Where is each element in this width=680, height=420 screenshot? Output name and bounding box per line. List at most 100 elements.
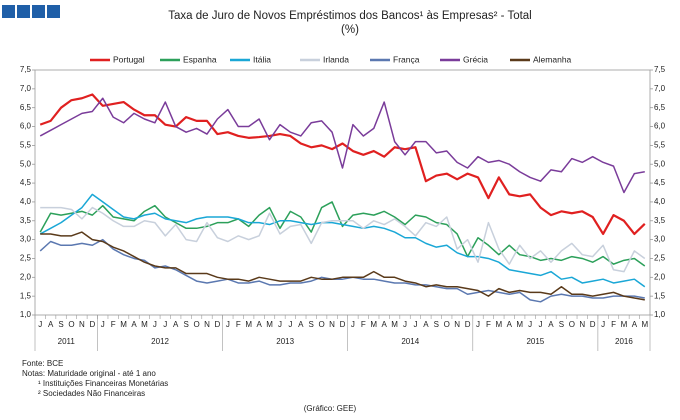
- x-tick-label: A: [131, 320, 137, 329]
- y2-tick-label: 4,5: [654, 178, 666, 187]
- y2-tick-label: 1,5: [654, 291, 666, 300]
- x-tick-label: F: [361, 320, 366, 329]
- x-tick-label: M: [391, 320, 398, 329]
- legend-label: Alemanha: [533, 54, 572, 64]
- y2-tick-label: 7,5: [654, 65, 666, 74]
- credit: (Gráfico: GEE): [304, 404, 357, 413]
- x-tick-label: J: [288, 320, 292, 329]
- series-line: [39, 201, 646, 267]
- x-tick-label: D: [340, 320, 346, 329]
- legend-label: Espanha: [183, 54, 217, 64]
- x-tick-label: D: [590, 320, 596, 329]
- x-tick-label: A: [507, 320, 513, 329]
- x-tick-label: A: [256, 320, 262, 329]
- y-tick-label: 6,0: [20, 122, 32, 131]
- x-tick-label: S: [183, 320, 188, 329]
- series-line: [39, 193, 646, 288]
- y2-tick-label: 2,5: [654, 254, 666, 263]
- x-tick-label: N: [204, 320, 210, 329]
- y2-tick-label: 3,5: [654, 216, 666, 225]
- legend-label: Itália: [253, 54, 271, 64]
- y-tick-label: 2,0: [20, 272, 32, 281]
- x-tick-label: M: [516, 320, 523, 329]
- year-label: 2014: [401, 337, 419, 346]
- x-tick-label: D: [465, 320, 471, 329]
- x-tick-label: A: [298, 320, 304, 329]
- x-tick-label: F: [486, 320, 491, 329]
- legend-label: Irlanda: [323, 54, 349, 64]
- x-tick-label: J: [528, 320, 532, 329]
- y2-tick-label: 6,5: [654, 103, 666, 112]
- x-tick-label: M: [496, 320, 503, 329]
- legend-label: Grécia: [463, 54, 488, 64]
- x-tick-label: F: [236, 320, 241, 329]
- y-tick-label: 6,5: [20, 103, 32, 112]
- x-tick-label: O: [68, 320, 74, 329]
- x-tick-label: J: [278, 320, 282, 329]
- x-tick-label: A: [173, 320, 179, 329]
- y2-tick-label: 5,5: [654, 140, 666, 149]
- y-tick-label: 7,0: [20, 84, 32, 93]
- x-tick-label: J: [539, 320, 543, 329]
- x-tick-label: M: [641, 320, 648, 329]
- x-tick-label: J: [101, 320, 105, 329]
- y-tick-label: 5,5: [20, 140, 32, 149]
- x-tick-label: M: [245, 320, 252, 329]
- x-tick-label: O: [319, 320, 325, 329]
- x-tick-label: O: [569, 320, 575, 329]
- x-tick-label: J: [403, 320, 407, 329]
- x-tick-label: A: [423, 320, 429, 329]
- x-tick-label: D: [215, 320, 221, 329]
- x-tick-label: F: [111, 320, 116, 329]
- chart-subtitle: (%): [341, 24, 359, 36]
- x-tick-label: M: [141, 320, 148, 329]
- x-tick-label: A: [632, 320, 638, 329]
- x-tick-label: M: [370, 320, 377, 329]
- x-tick-label: J: [226, 320, 230, 329]
- series-line: [39, 97, 645, 194]
- y2-tick-label: 5,0: [654, 159, 666, 168]
- x-tick-label: A: [48, 320, 54, 329]
- x-tick-label: J: [476, 320, 480, 329]
- x-tick-label: M: [120, 320, 127, 329]
- x-tick-label: J: [163, 320, 167, 329]
- year-label: 2015: [526, 337, 544, 346]
- y-tick-label: 5,0: [20, 159, 32, 168]
- y2-tick-label: 3,0: [654, 235, 666, 244]
- x-tick-label: N: [579, 320, 585, 329]
- y2-tick-label: 1,0: [654, 310, 666, 319]
- x-tick-label: J: [153, 320, 157, 329]
- y-tick-label: 3,0: [20, 235, 32, 244]
- x-tick-label: N: [329, 320, 335, 329]
- x-tick-label: A: [548, 320, 554, 329]
- year-label: 2012: [151, 337, 169, 346]
- year-label: 2013: [276, 337, 294, 346]
- y-tick-label: 4,0: [20, 197, 32, 206]
- y-tick-label: 3,5: [20, 216, 32, 225]
- y-tick-label: 4,5: [20, 178, 32, 187]
- plot-frame: [34, 69, 651, 316]
- x-tick-label: J: [351, 320, 355, 329]
- note: Fonte: BCE: [22, 359, 63, 368]
- series-line: [40, 206, 646, 273]
- x-tick-label: A: [382, 320, 388, 329]
- year-label: 2011: [58, 337, 76, 346]
- series-line: [39, 93, 646, 236]
- y-tick-label: 1,5: [20, 291, 32, 300]
- legend-label: França: [393, 54, 420, 64]
- x-tick-label: N: [79, 320, 85, 329]
- x-tick-label: S: [309, 320, 314, 329]
- x-tick-label: S: [58, 320, 63, 329]
- y-tick-label: 7,5: [20, 65, 32, 74]
- x-tick-label: F: [611, 320, 616, 329]
- x-tick-label: O: [193, 320, 199, 329]
- year-label: 2016: [615, 337, 633, 346]
- x-tick-label: D: [89, 320, 95, 329]
- legend-label: Portugal: [113, 54, 145, 64]
- chart-title: Taxa de Juro de Novos Empréstimos dos Ba…: [168, 10, 531, 22]
- y-tick-label: 2,5: [20, 254, 32, 263]
- y2-tick-label: 6,0: [654, 122, 666, 131]
- x-tick-label: S: [559, 320, 564, 329]
- x-tick-label: M: [266, 320, 273, 329]
